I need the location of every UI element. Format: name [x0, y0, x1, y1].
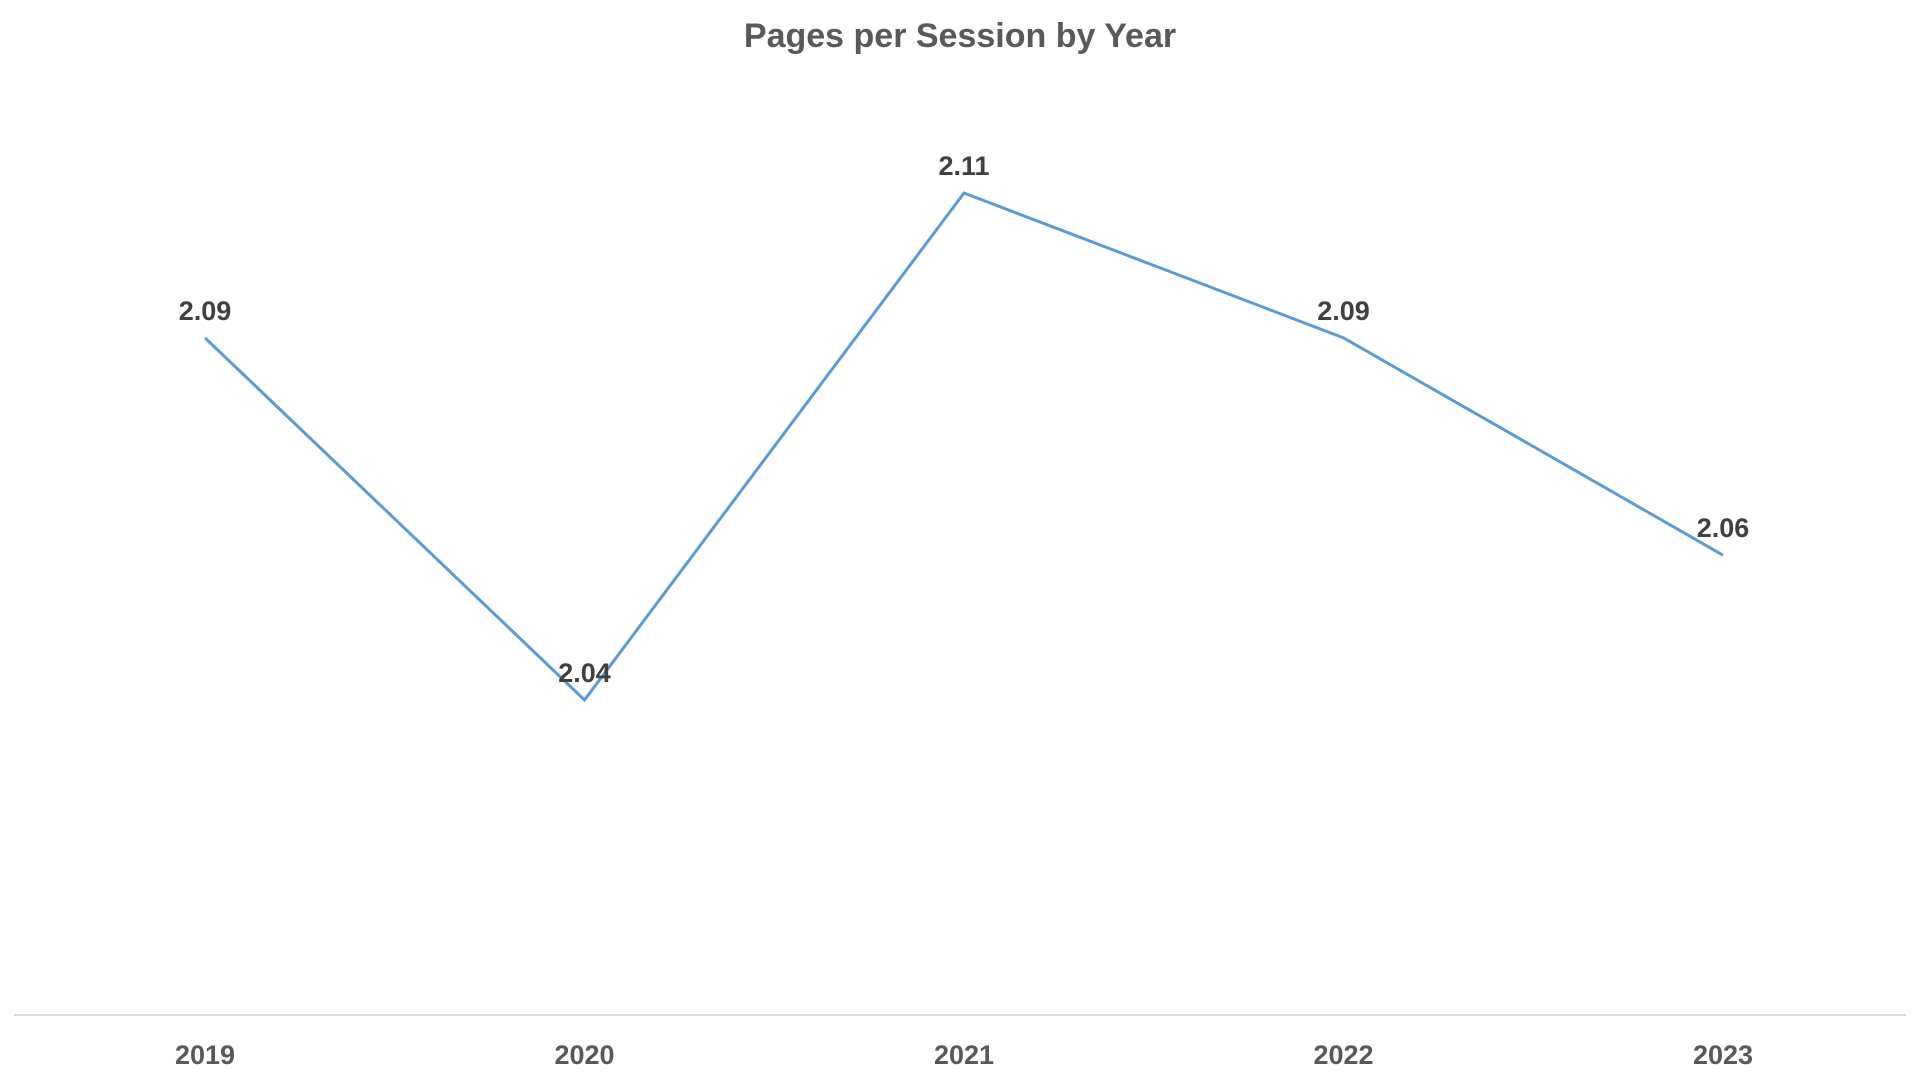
chart-title: Pages per Session by Year — [744, 17, 1176, 55]
data-label: 2.09 — [1317, 296, 1370, 326]
x-tick-label: 2021 — [934, 1040, 994, 1070]
data-label: 2.09 — [179, 296, 232, 326]
data-label: 2.06 — [1697, 513, 1750, 543]
data-label: 2.11 — [938, 151, 989, 181]
series-layer — [203, 191, 1724, 703]
data-labels: 2.09 2.04 2.11 2.09 2.06 — [179, 151, 1750, 688]
x-tick-label: 2023 — [1693, 1040, 1753, 1070]
x-tick-label: 2020 — [554, 1040, 614, 1070]
data-label: 2.04 — [558, 658, 611, 688]
x-tick-label: 2019 — [175, 1040, 235, 1070]
x-axis-ticks: 2019 2020 2021 2022 2023 — [175, 1040, 1753, 1070]
series-line — [203, 191, 1724, 703]
x-tick-label: 2022 — [1313, 1040, 1373, 1070]
